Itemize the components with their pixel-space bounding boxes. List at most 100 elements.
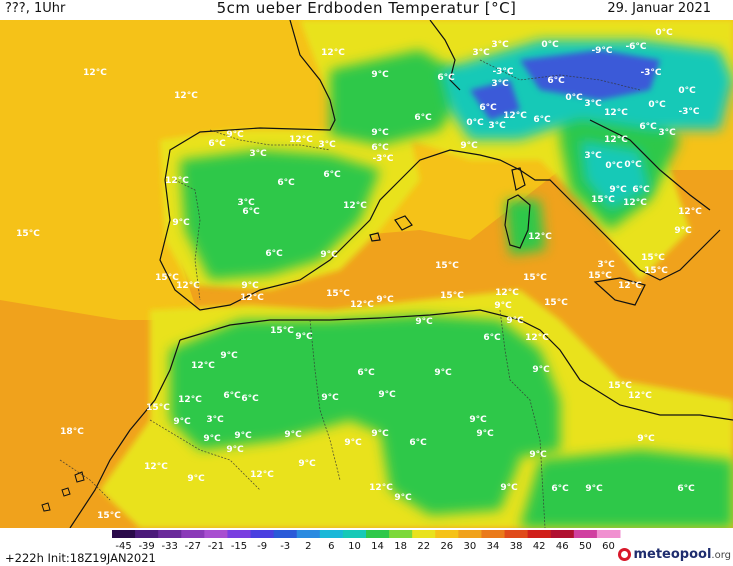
temperature-label: 12°C xyxy=(144,462,168,472)
country-borders xyxy=(59,59,641,528)
temperature-label: 9°C xyxy=(298,459,316,469)
temperature-label: 9°C xyxy=(585,484,603,494)
temperature-label: 6°C xyxy=(409,438,427,448)
logo-domain: .org xyxy=(711,550,731,561)
temperature-label: 12°C xyxy=(369,483,393,493)
meteopool-logo[interactable]: meteopool .org xyxy=(618,544,731,564)
temperature-label: 9°C xyxy=(476,429,494,439)
legend-swatch xyxy=(458,530,482,538)
temperature-label: 0°C xyxy=(466,118,484,128)
temperature-label: 12°C xyxy=(618,281,642,291)
logo-text: meteopool xyxy=(633,546,712,562)
temperature-label: 9°C xyxy=(284,430,302,440)
temperature-label: 9°C xyxy=(506,316,524,326)
legend-tick-label: 30 xyxy=(464,541,477,552)
temperature-label: 9°C xyxy=(371,128,389,138)
temperature-label: 12°C xyxy=(604,108,628,118)
temperature-label: 9°C xyxy=(321,393,339,403)
temperature-label: 9°C xyxy=(415,317,433,327)
legend-tick-label: 42 xyxy=(533,541,546,552)
temperature-label: 9°C xyxy=(469,415,487,425)
legend-swatch xyxy=(573,530,598,538)
temperature-label: 15°C xyxy=(440,291,464,301)
temperature-label: 15°C xyxy=(523,273,547,283)
temperature-label: 15°C xyxy=(155,273,179,283)
temperature-label: 9°C xyxy=(434,368,452,378)
temperature-label: 9°C xyxy=(376,295,394,305)
legend-swatch xyxy=(504,530,529,538)
temperature-label: 9°C xyxy=(320,250,338,260)
temperature-label: 12°C xyxy=(165,176,189,186)
temperature-label: 9°C xyxy=(532,365,550,375)
legend-swatch xyxy=(158,530,182,538)
temperature-label: 9°C xyxy=(220,351,238,361)
temperature-label: 6°C xyxy=(371,143,389,153)
legend-tick-label: -3 xyxy=(280,541,290,552)
temperature-label: 15°C xyxy=(544,298,568,308)
temperature-label: 6°C xyxy=(242,207,260,217)
temperature-label: 12°C xyxy=(628,391,652,401)
temperature-label: 12°C xyxy=(174,91,198,101)
temperature-label: 15°C xyxy=(146,403,170,413)
temperature-label: 3°C xyxy=(491,79,509,89)
temperature-label: 6°C xyxy=(677,484,695,494)
temperature-label: 12°C xyxy=(191,361,215,371)
temperature-label: 18°C xyxy=(60,427,84,437)
temperature-label: 9°C xyxy=(173,417,191,427)
temperature-label: 9°C xyxy=(494,301,512,311)
legend-tick-label: -9 xyxy=(257,541,267,552)
legend-swatch xyxy=(181,530,205,538)
temperature-label: 6°C xyxy=(437,73,455,83)
legend-tick-label: 34 xyxy=(487,541,500,552)
temperature-label: 12°C xyxy=(321,48,345,58)
legend-tick-label: 60 xyxy=(602,541,615,552)
temperature-label: 12°C xyxy=(350,300,374,310)
temperature-label: -3°C xyxy=(640,68,661,78)
temperature-label: 6°C xyxy=(323,170,341,180)
legend-tick-label: 6 xyxy=(328,541,334,552)
temperature-label: 12°C xyxy=(176,281,200,291)
legend-swatch xyxy=(273,530,298,538)
temperature-label: 0°C xyxy=(605,161,623,171)
legend-swatch xyxy=(481,530,506,538)
temperature-label: 12°C xyxy=(604,135,628,145)
legend-swatch xyxy=(319,530,344,538)
temperature-label: 6°C xyxy=(241,394,259,404)
temperature-label: -9°C xyxy=(591,46,612,56)
temperature-label: 6°C xyxy=(414,113,432,123)
temperature-label: 3°C xyxy=(318,140,336,150)
coastlines xyxy=(69,20,733,528)
legend-swatch xyxy=(342,530,367,538)
model-run-info: +222h Init:18Z19JAN2021 xyxy=(5,551,156,565)
legend-swatch xyxy=(135,530,159,538)
temperature-label: 6°C xyxy=(265,249,283,259)
temperature-label: 6°C xyxy=(632,185,650,195)
legend-swatch xyxy=(596,530,621,538)
temperature-label: 0°C xyxy=(655,28,673,38)
legend-swatch xyxy=(435,530,459,538)
temperature-label: 6°C xyxy=(277,178,295,188)
temperature-label: 3°C xyxy=(597,260,615,270)
legend-tick-label: 38 xyxy=(510,541,523,552)
temperature-label: 12°C xyxy=(240,293,264,303)
temperature-label: 6°C xyxy=(547,76,565,86)
temperature-label: 3°C xyxy=(472,48,490,58)
temperature-label: 9°C xyxy=(609,185,627,195)
temperature-label: 15°C xyxy=(16,229,40,239)
temperature-label: 9°C xyxy=(500,483,518,493)
legend-tick-label: 26 xyxy=(440,541,453,552)
legend-tick-label: 14 xyxy=(371,541,384,552)
legend-tick-label: 50 xyxy=(579,541,592,552)
legend-tick-label: 46 xyxy=(556,541,569,552)
temperature-label: 12°C xyxy=(250,470,274,480)
temperature-label: 0°C xyxy=(678,86,696,96)
temperature-label: 15°C xyxy=(588,271,612,281)
temperature-map: 12°C12°C 9°C 6°C3°C3°C 0°C-9°C -6°C0°C-3°C3°… xyxy=(0,20,733,528)
temperature-label: 12°C xyxy=(178,395,202,405)
temperature-label: 12°C xyxy=(83,68,107,78)
map-header: ???, 1Uhr 5cm ueber Erdboden Temperatur … xyxy=(0,0,733,20)
temperature-label: 12°C xyxy=(289,135,313,145)
temperature-label: 6°C xyxy=(208,139,226,149)
temperature-label: 6°C xyxy=(483,333,501,343)
temperature-label: 6°C xyxy=(479,103,497,113)
